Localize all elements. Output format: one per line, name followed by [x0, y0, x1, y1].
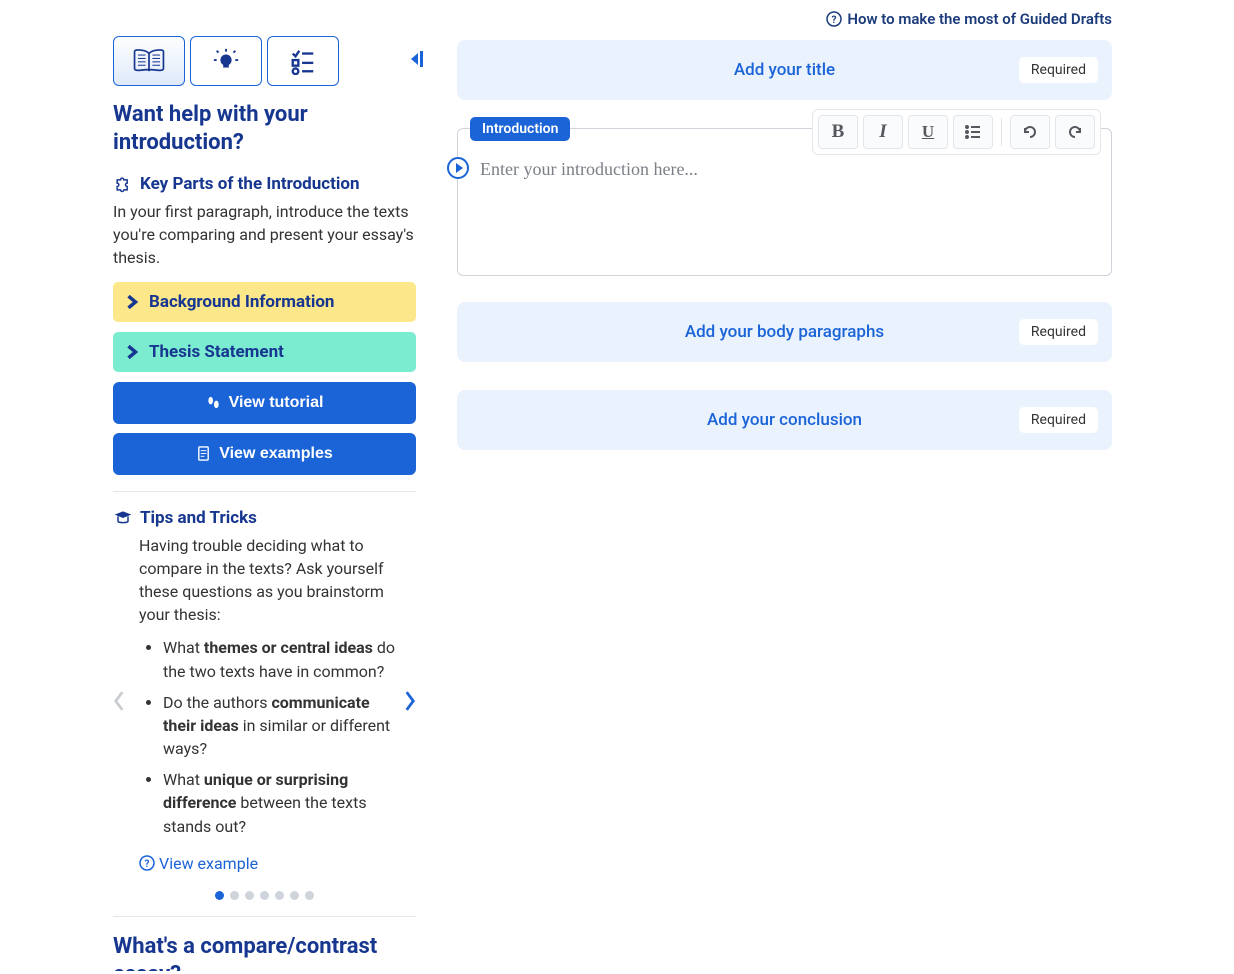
bold-button[interactable]: B — [818, 115, 858, 149]
required-badge: Required — [1019, 319, 1098, 345]
footsteps-icon — [206, 395, 221, 410]
lightbulb-icon — [209, 47, 243, 75]
required-badge: Required — [1019, 57, 1098, 83]
question-circle-icon: ? — [139, 855, 155, 871]
toolbar-separator — [1001, 118, 1002, 146]
svg-text:?: ? — [832, 15, 837, 26]
view-examples-button[interactable]: View examples — [113, 433, 416, 475]
tips-list: What themes or central ideas do the two … — [163, 636, 396, 838]
pagination-dot[interactable] — [230, 891, 239, 900]
undo-button[interactable] — [1010, 115, 1050, 149]
collapse-icon — [406, 50, 426, 68]
tips-prev-button[interactable] — [113, 690, 126, 718]
tips-title: Tips and Tricks — [113, 508, 416, 528]
conclusion-block[interactable]: Add your conclusion Required — [457, 390, 1112, 450]
book-icon — [132, 47, 166, 75]
chevron-right-icon — [125, 295, 139, 309]
underline-button[interactable]: U — [908, 115, 948, 149]
collapse-sidebar-button[interactable] — [406, 50, 426, 72]
view-example-label: View example — [159, 854, 258, 873]
how-to-label: How to make the most of Guided Drafts — [847, 10, 1112, 28]
view-examples-label: View examples — [219, 445, 333, 463]
undo-icon — [1021, 123, 1039, 141]
tips-list-item: What themes or central ideas do the two … — [163, 636, 396, 682]
compare-heading: What's a compare/contrast essay? — [113, 933, 416, 971]
pagination-dot[interactable] — [275, 891, 284, 900]
tab-book[interactable] — [113, 36, 185, 86]
svg-text:?: ? — [145, 859, 150, 870]
play-audio-button[interactable] — [447, 157, 469, 179]
required-badge: Required — [1019, 407, 1098, 433]
italic-button[interactable]: I — [863, 115, 903, 149]
document-icon — [196, 446, 211, 461]
tab-checklist[interactable] — [267, 36, 339, 86]
checklist-icon — [286, 47, 320, 75]
introduction-placeholder: Enter your introduction here... — [480, 159, 1097, 180]
sidebar-tabs — [113, 36, 432, 86]
body-block[interactable]: Add your body paragraphs Required — [457, 302, 1112, 362]
chevron-right-icon — [403, 690, 417, 712]
add-title-link[interactable]: Add your title — [734, 60, 835, 80]
pagination-dot[interactable] — [305, 891, 314, 900]
view-tutorial-label: View tutorial — [229, 394, 324, 412]
question-circle-icon: ? — [826, 11, 842, 27]
add-body-link[interactable]: Add your body paragraphs — [685, 322, 884, 342]
pagination-dot[interactable] — [245, 891, 254, 900]
key-parts-body: In your first paragraph, introduce the t… — [113, 200, 416, 270]
introduction-editor[interactable]: Introduction B I U — [457, 128, 1112, 276]
key-parts-title: Key Parts of the Introduction — [113, 174, 416, 194]
editor-toolbar: B I U — [812, 109, 1101, 155]
view-tutorial-button[interactable]: View tutorial — [113, 382, 416, 424]
pagination-dot[interactable] — [290, 891, 299, 900]
divider — [113, 491, 416, 492]
chevron-right-icon — [125, 345, 139, 359]
chevron-left-icon — [113, 690, 126, 712]
tips-intro: Having trouble deciding what to compare … — [139, 534, 396, 627]
help-heading: Want help with your introduction? — [113, 101, 416, 156]
tips-next-button[interactable] — [403, 690, 417, 718]
accordion-background[interactable]: Background Information — [113, 282, 416, 322]
tips-list-item: Do the authors communicate their ideas i… — [163, 691, 396, 761]
redo-button[interactable] — [1055, 115, 1095, 149]
accordion-thesis[interactable]: Thesis Statement — [113, 332, 416, 372]
list-button[interactable] — [953, 115, 993, 149]
redo-icon — [1066, 123, 1084, 141]
divider — [113, 916, 416, 917]
title-block[interactable]: Add your title Required — [457, 40, 1112, 100]
accordion-thesis-label: Thesis Statement — [149, 342, 284, 362]
tab-lightbulb[interactable] — [190, 36, 262, 86]
pagination-dot[interactable] — [260, 891, 269, 900]
key-parts-title-text: Key Parts of the Introduction — [140, 174, 360, 194]
view-example-link[interactable]: ? View example — [139, 854, 258, 873]
puzzle-icon — [113, 174, 133, 194]
introduction-label: Introduction — [470, 117, 570, 141]
pagination-dot[interactable] — [215, 891, 224, 900]
grad-cap-icon — [113, 508, 133, 528]
tips-dots — [113, 891, 416, 900]
add-conclusion-link[interactable]: Add your conclusion — [707, 410, 862, 430]
list-icon — [964, 123, 982, 141]
accordion-background-label: Background Information — [149, 292, 334, 312]
tips-title-text: Tips and Tricks — [140, 508, 257, 528]
how-to-link[interactable]: ? How to make the most of Guided Drafts — [826, 10, 1112, 28]
tips-list-item: What unique or surprising difference bet… — [163, 768, 396, 838]
